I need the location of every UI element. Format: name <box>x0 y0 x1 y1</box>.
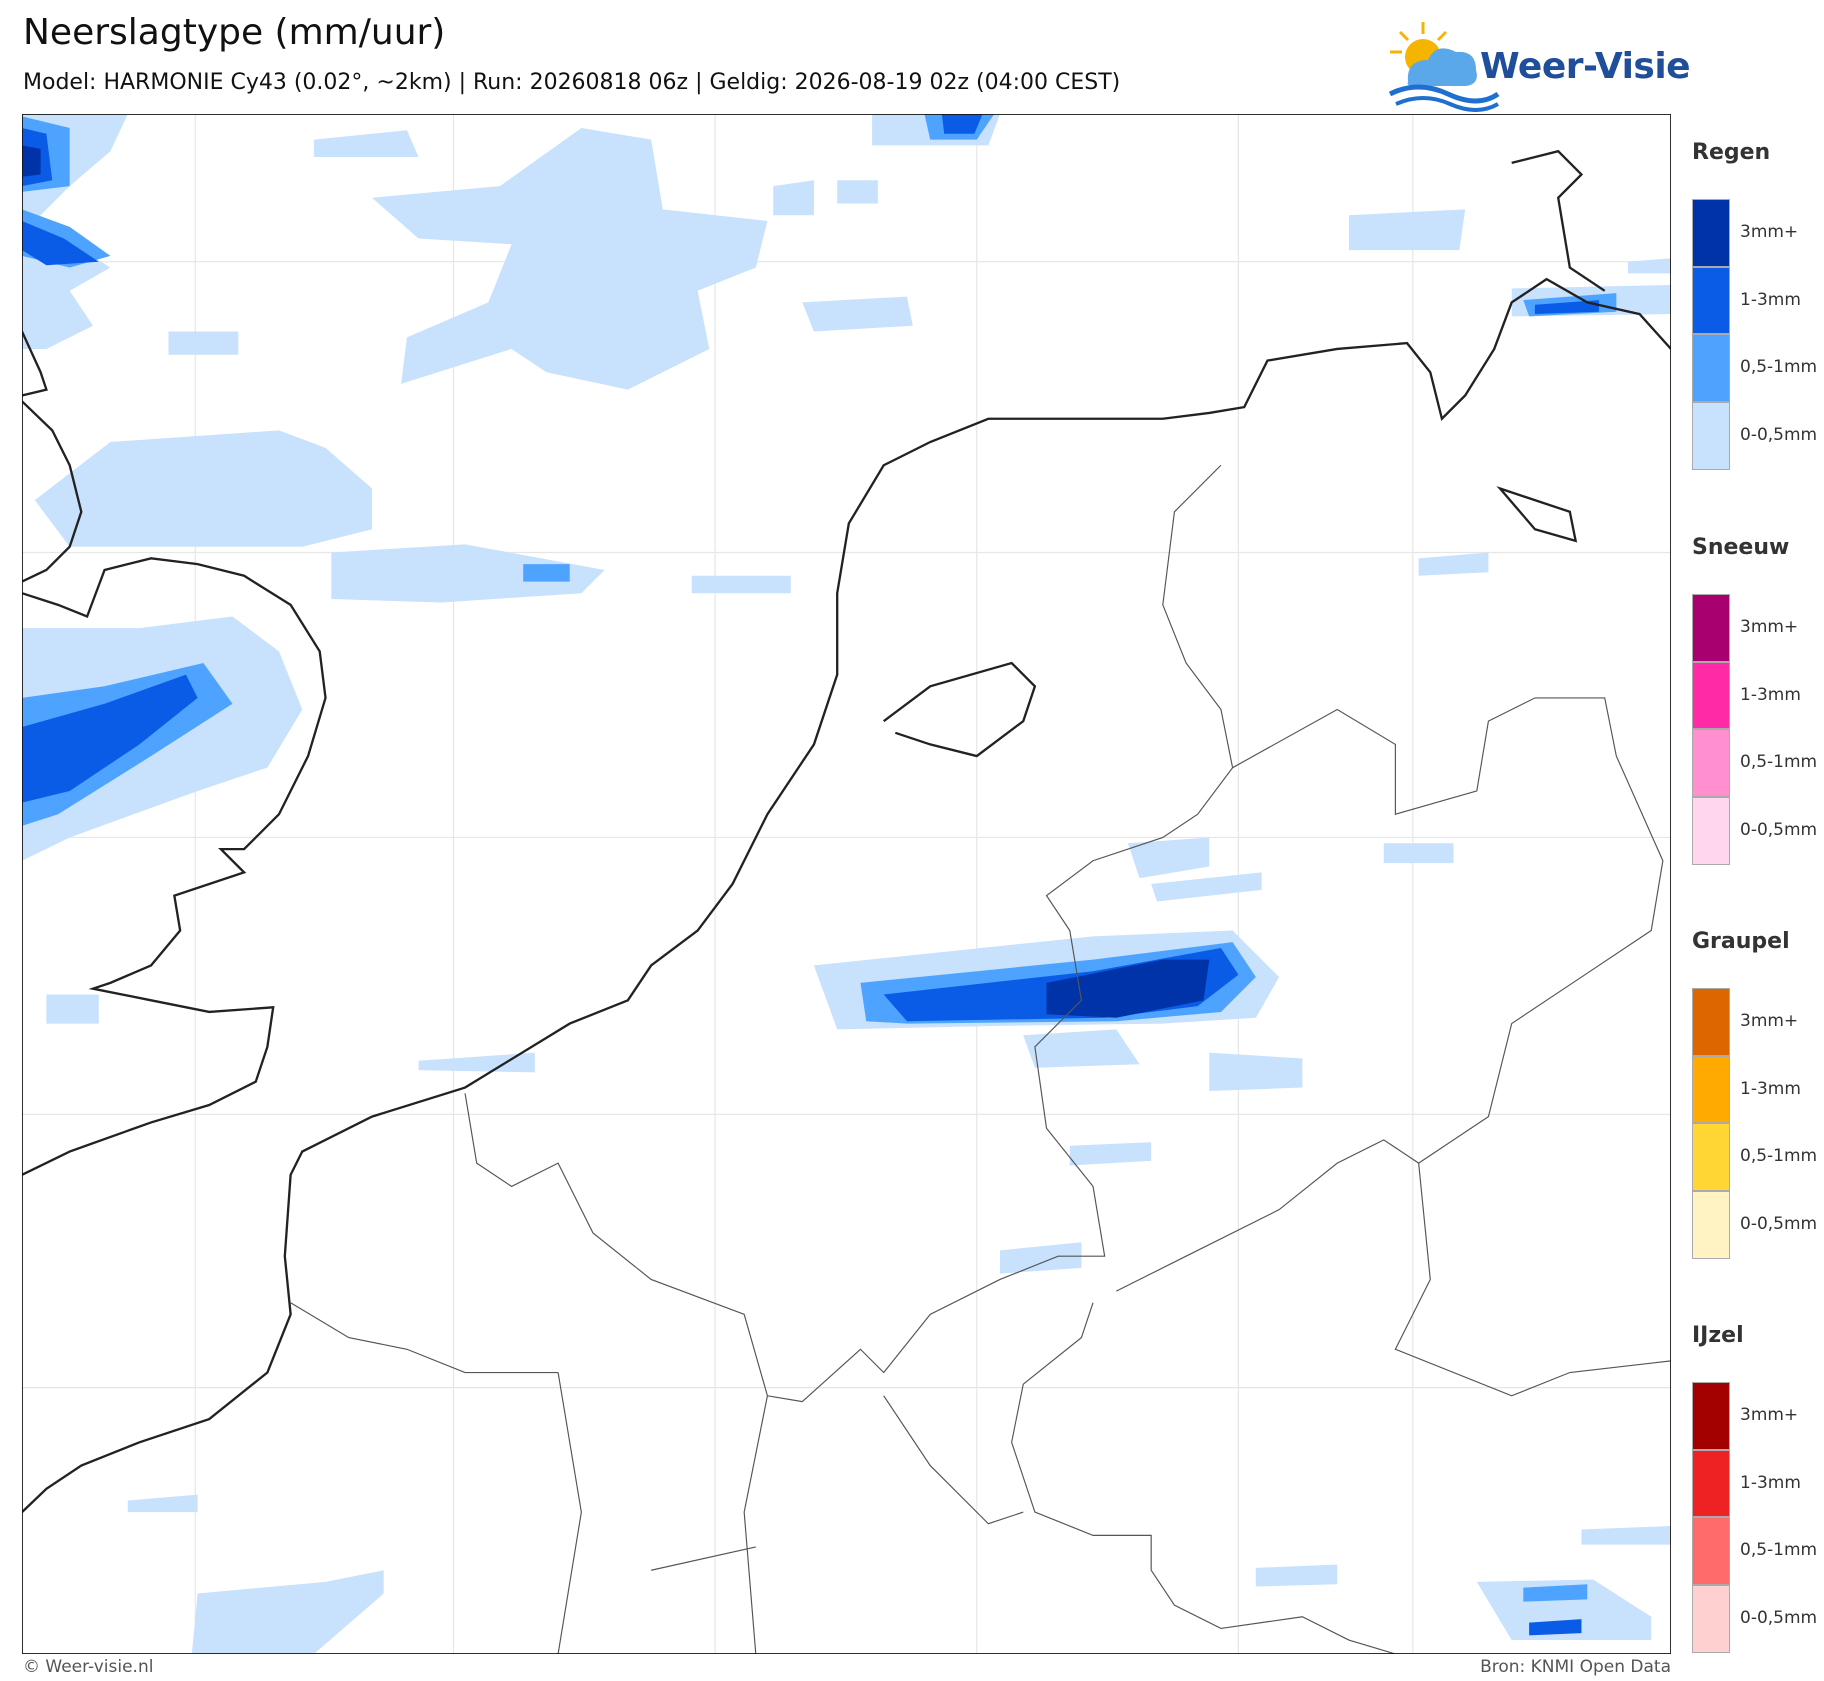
legend-label: 3mm+ <box>1740 221 1799 242</box>
legend-label: 0-0,5mm <box>1740 424 1818 445</box>
legend-title: IJzel <box>1692 1323 1744 1348</box>
logo-text: Weer-Visie <box>1480 46 1691 87</box>
map <box>22 114 1671 1654</box>
legend-label: 1-3mm <box>1740 289 1801 310</box>
legend-label: 3mm+ <box>1740 616 1799 637</box>
legend-title: Sneeuw <box>1692 535 1790 560</box>
legend-label: 0-0,5mm <box>1740 1213 1818 1234</box>
legend-swatch <box>1692 988 1730 1056</box>
legend-label: 0-0,5mm <box>1740 1607 1818 1628</box>
legend-title: Regen <box>1692 140 1771 165</box>
legend-label: 0,5-1mm <box>1740 752 1818 773</box>
legend-swatch <box>1692 1055 1730 1124</box>
logo-icon <box>1388 22 1500 112</box>
legend-label: 0,5-1mm <box>1740 357 1818 378</box>
legend-swatch <box>1692 1517 1730 1586</box>
legend-swatch <box>1692 199 1730 267</box>
copyright: © Weer-visie.nl <box>23 1657 154 1677</box>
subtitle: Model: HARMONIE Cy43 (0.02°, ~2km) | Run… <box>23 70 1121 95</box>
title: Neerslagtype (mm/uur) <box>23 12 446 53</box>
legend-label: 1-3mm <box>1740 1472 1801 1493</box>
legend-swatch <box>1692 661 1730 730</box>
legend-swatch <box>1692 729 1730 798</box>
legend-swatch <box>1692 1191 1730 1259</box>
coastlines <box>22 149 1671 1513</box>
legend-swatch <box>1692 1382 1730 1450</box>
legend-swatch <box>1692 1585 1730 1653</box>
precipitation <box>22 114 1671 1654</box>
legend-label: 1-3mm <box>1740 1078 1801 1099</box>
borders <box>290 464 1671 1654</box>
legend-label: 0,5-1mm <box>1740 1146 1818 1167</box>
source: Bron: KNMI Open Data <box>1480 1657 1671 1677</box>
legend-swatch <box>1692 594 1730 662</box>
legend-label: 3mm+ <box>1740 1404 1799 1425</box>
legend-swatch <box>1692 797 1730 865</box>
legend-label: 0-0,5mm <box>1740 819 1818 840</box>
legend-label: 3mm+ <box>1740 1010 1799 1031</box>
legend-label: 0,5-1mm <box>1740 1540 1818 1561</box>
legend-swatch <box>1692 1123 1730 1192</box>
legend-title: Graupel <box>1692 929 1790 954</box>
legend-swatch <box>1692 266 1730 335</box>
legend-swatch <box>1692 1449 1730 1518</box>
legend-swatch <box>1692 402 1730 470</box>
legend-label: 1-3mm <box>1740 684 1801 705</box>
legend-swatch <box>1692 334 1730 403</box>
